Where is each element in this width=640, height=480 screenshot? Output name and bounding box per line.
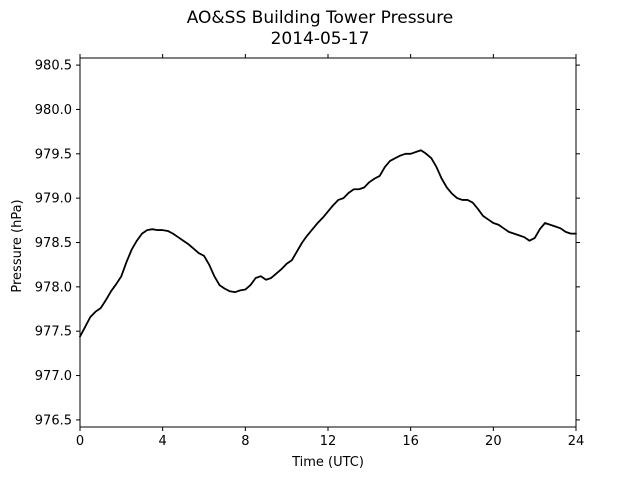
x-tick-label: 24 (568, 434, 585, 449)
x-tick-label: 20 (485, 434, 502, 449)
series-line-0 (79, 149, 577, 338)
chart-subtitle: 2014-05-17 (270, 29, 370, 49)
x-tick-label: 12 (320, 434, 337, 449)
x-tick-label: 0 (76, 434, 84, 449)
x-tick-label: 8 (241, 434, 249, 449)
plot-frame (79, 57, 577, 428)
y-tick-label: 980.0 (35, 103, 72, 118)
y-tick-label: 977.0 (35, 369, 72, 384)
chart-title: AO&SS Building Tower Pressure (186, 8, 454, 28)
y-tick-label: 979.5 (35, 147, 72, 162)
x-axis: 0 4 8 12 16 20 24 (76, 54, 584, 449)
y-tick-label: 976.5 (35, 413, 72, 428)
y-axis-label: Pressure (hPa) (10, 199, 25, 292)
plot-area (79, 57, 577, 428)
y-tick-label: 980.5 (35, 59, 72, 74)
y-tick-label: 978.5 (35, 236, 72, 251)
x-tick-label: 16 (402, 434, 419, 449)
y-axis: 976.5 977.0 977.5 978.0 978.5 979.0 979.5 980.0… (35, 59, 580, 428)
y-tick-label: 977.5 (35, 325, 72, 340)
x-tick-label: 4 (159, 434, 167, 449)
y-tick-label: 978.0 (35, 280, 72, 295)
y-tick-label: 979.0 (35, 192, 72, 207)
x-axis-label: Time (UTC) (291, 455, 364, 470)
